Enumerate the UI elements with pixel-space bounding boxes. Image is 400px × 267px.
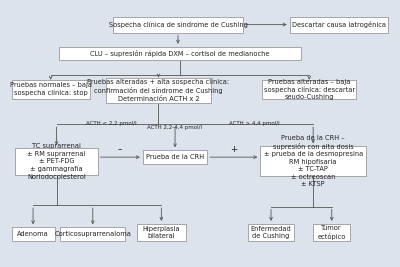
Text: Corticosuprarrenaloma: Corticosuprarrenaloma (54, 231, 131, 237)
FancyBboxPatch shape (137, 224, 186, 241)
Text: Sospecha clínica de síndrome de Cushing: Sospecha clínica de síndrome de Cushing (108, 21, 248, 28)
Text: Enfermedad
de Cushing: Enfermedad de Cushing (251, 226, 291, 239)
FancyBboxPatch shape (248, 224, 294, 241)
Text: ACTH < 2,2 pmol/l: ACTH < 2,2 pmol/l (86, 121, 137, 126)
FancyBboxPatch shape (143, 150, 207, 164)
FancyBboxPatch shape (262, 80, 356, 99)
FancyBboxPatch shape (290, 17, 388, 33)
Text: Tumor
ectópico: Tumor ectópico (318, 225, 346, 240)
FancyBboxPatch shape (260, 146, 366, 176)
FancyBboxPatch shape (58, 47, 301, 60)
Text: Pruebas alteradas – baja
sospecha clínica: descartar
seudo-Cushing: Pruebas alteradas – baja sospecha clínic… (264, 78, 355, 100)
Text: Pruebas alteradas + alta sospecha clínica:
confirmación del síndrome de Cushing
: Pruebas alteradas + alta sospecha clínic… (87, 79, 230, 102)
FancyBboxPatch shape (60, 227, 125, 241)
Text: ACTH > 4,4 pmol/l: ACTH > 4,4 pmol/l (229, 121, 280, 126)
FancyBboxPatch shape (106, 78, 211, 103)
Text: +: + (230, 145, 238, 154)
Text: Hiperplasia
bilateral: Hiperplasia bilateral (142, 226, 180, 239)
Text: –: – (118, 145, 122, 154)
Text: CLU – supresión rápida DXM – cortisol de medianoche: CLU – supresión rápida DXM – cortisol de… (90, 50, 270, 57)
Text: Descartar causa iatrogénica: Descartar causa iatrogénica (292, 21, 386, 28)
FancyBboxPatch shape (16, 148, 98, 175)
Text: Prueba de la CRH: Prueba de la CRH (146, 154, 204, 160)
Text: Adenoma: Adenoma (17, 231, 49, 237)
FancyBboxPatch shape (313, 224, 350, 241)
FancyBboxPatch shape (113, 17, 243, 33)
Text: Prueba de la CRH –
supresión con alta dosis
± prueba de la desmopresina
RM hipof: Prueba de la CRH – supresión con alta do… (264, 135, 363, 187)
Text: Pruebas normales – baja
sospecha clínica: stop: Pruebas normales – baja sospecha clínica… (10, 82, 92, 96)
FancyBboxPatch shape (12, 227, 54, 241)
FancyBboxPatch shape (12, 80, 90, 99)
Text: TC suprarrenal
± RM suprarrenal
± PET-FDG
± gammagrafía
Noriodocolesterol: TC suprarrenal ± RM suprarrenal ± PET-FD… (27, 143, 86, 180)
Text: ACTH 2,2-4,4 pmol/l: ACTH 2,2-4,4 pmol/l (147, 125, 202, 130)
